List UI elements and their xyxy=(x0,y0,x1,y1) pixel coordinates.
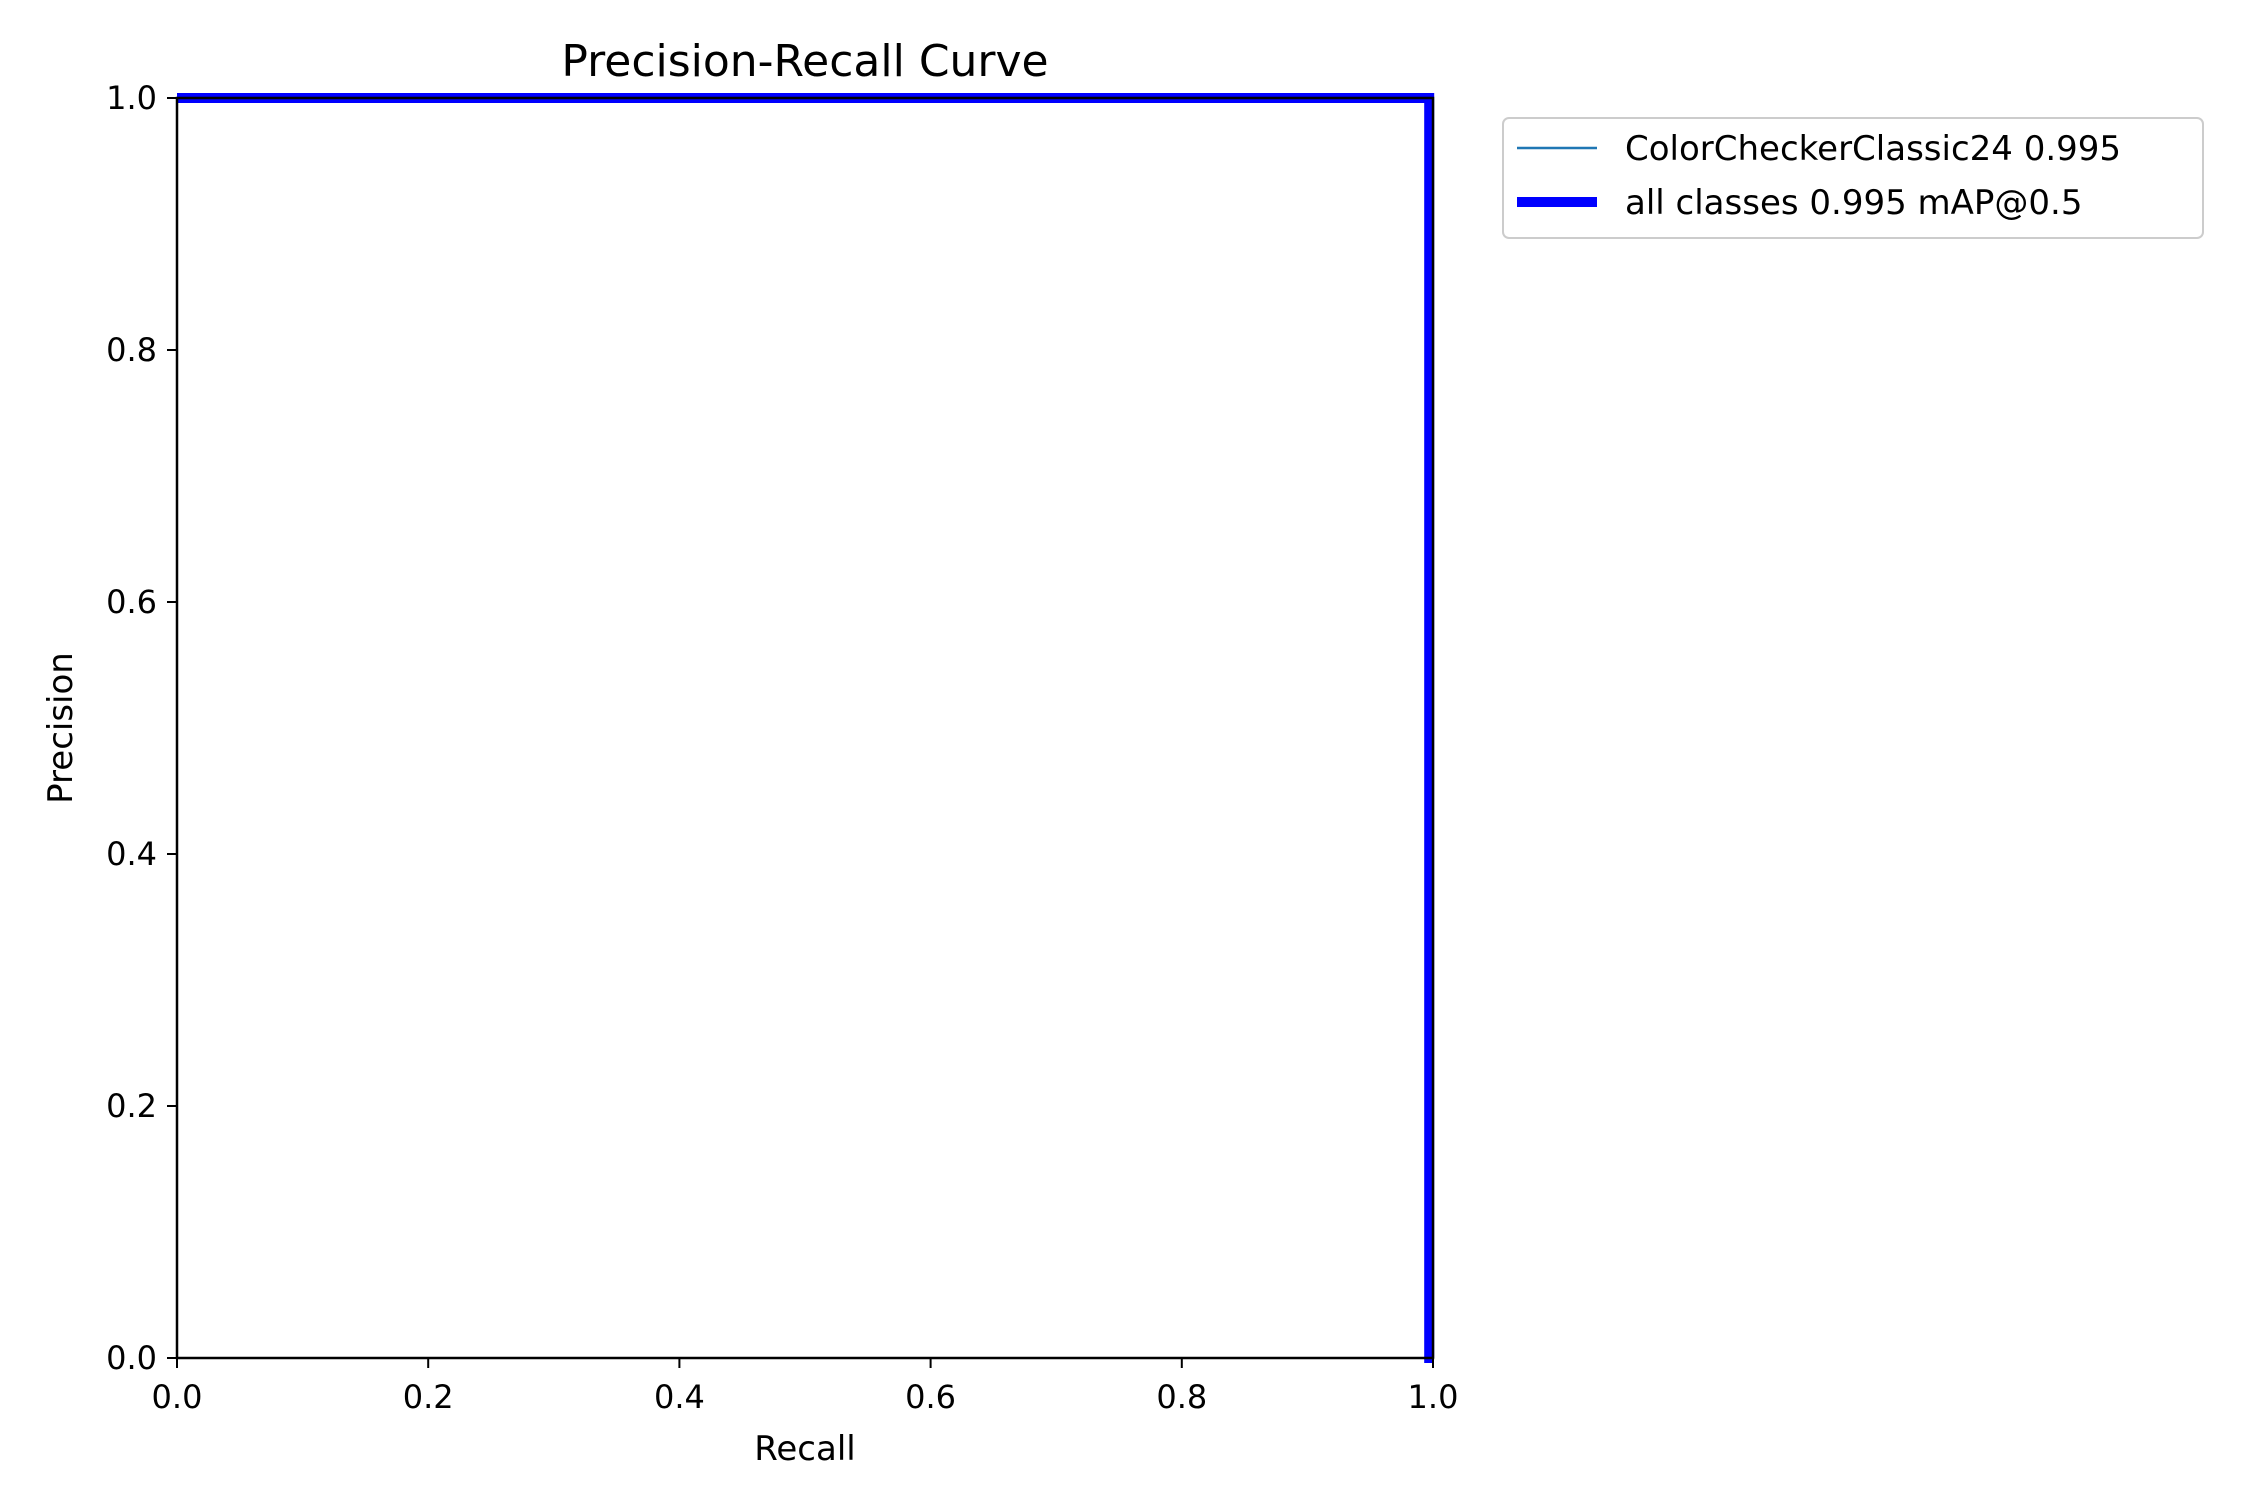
legend-label-all-classes: all classes 0.995 mAP@0.5 xyxy=(1625,183,2082,223)
chart-title: Precision-Recall Curve xyxy=(561,36,1048,87)
y-tick-label: 0.8 xyxy=(106,331,157,369)
legend-box xyxy=(1502,117,2204,239)
x-tick-label: 0.8 xyxy=(1156,1378,1207,1416)
plot-area: 0.0 0.2 0.4 0.6 0.8 1.0 0.0 0.2 0.4 0.6 0.8 1.0 xyxy=(106,79,1458,1416)
x-tick-label: 0.4 xyxy=(654,1378,705,1416)
x-tick-label: 0.2 xyxy=(403,1378,454,1416)
plot-background xyxy=(177,98,1433,1358)
y-tick-label: 1.0 xyxy=(106,79,157,117)
axes-layer: 0.0 0.2 0.4 0.6 0.8 1.0 0.0 0.2 0.4 0.6 0.8 1.0 xyxy=(106,79,1458,1416)
y-axis-title: Precision xyxy=(41,652,81,804)
y-tick-label: 0.4 xyxy=(106,835,157,873)
legend: ColorCheckerClassic24 0.995 all classes … xyxy=(1502,117,2204,239)
x-axis-title: Recall xyxy=(754,1429,855,1469)
y-tick-label: 0.0 xyxy=(106,1339,157,1377)
axes-frame xyxy=(175,96,1435,1360)
x-tick-label: 1.0 xyxy=(1408,1378,1459,1416)
x-tick-label: 0.0 xyxy=(152,1378,203,1416)
y-tick-label: 0.2 xyxy=(106,1087,157,1125)
y-tick-label: 0.6 xyxy=(106,583,157,621)
legend-label-colorchecker: ColorCheckerClassic24 0.995 xyxy=(1625,129,2121,169)
x-tick-label: 0.6 xyxy=(905,1378,956,1416)
